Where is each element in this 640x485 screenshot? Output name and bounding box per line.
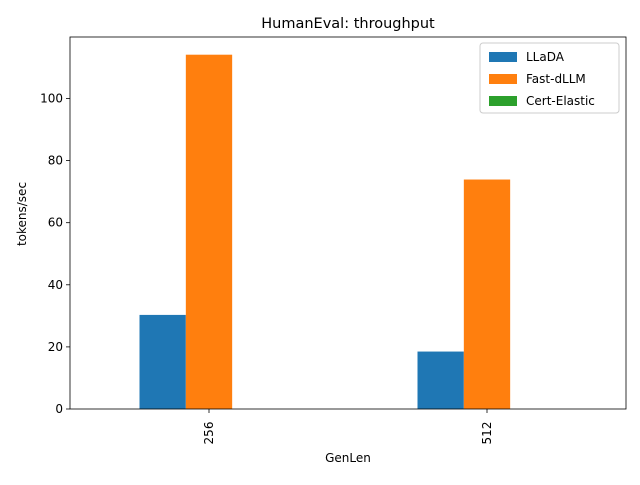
legend-swatch-llada [489,52,517,62]
x-tick-label: 512 [480,422,494,445]
x-axis-label: GenLen [325,451,371,465]
legend-swatch-fast-dllm [489,74,517,84]
chart-title: HumanEval: throughput [261,16,435,32]
legend: LLaDA Fast-dLLM Cert-Elastic [479,42,620,114]
legend-swatch-cert-elastic [489,96,517,106]
plot-frame [69,36,627,410]
axes: 256 512 0 20 40 60 80 100 [40,36,627,445]
legend-label-fast-dllm: Fast-dLLM [526,72,586,86]
y-axis-label: tokens/sec [15,182,29,246]
y-tick-label: 0 [55,402,63,416]
y-tick-label: 80 [48,154,63,168]
x-tick-label: 256 [202,422,216,445]
bar-llada-512 [417,351,464,409]
y-tick-label: 20 [48,340,63,354]
legend-label-llada: LLaDA [526,50,565,64]
plot-area [139,54,511,409]
y-tick-label: 100 [40,91,63,105]
bar-fast-dllm-256 [185,54,233,409]
y-tick-label: 40 [48,278,63,292]
bar-llada-256 [139,314,186,409]
legend-label-cert-elastic: Cert-Elastic [526,94,595,108]
bar-fast-dllm-512 [463,179,511,409]
y-tick-label: 60 [48,216,63,230]
